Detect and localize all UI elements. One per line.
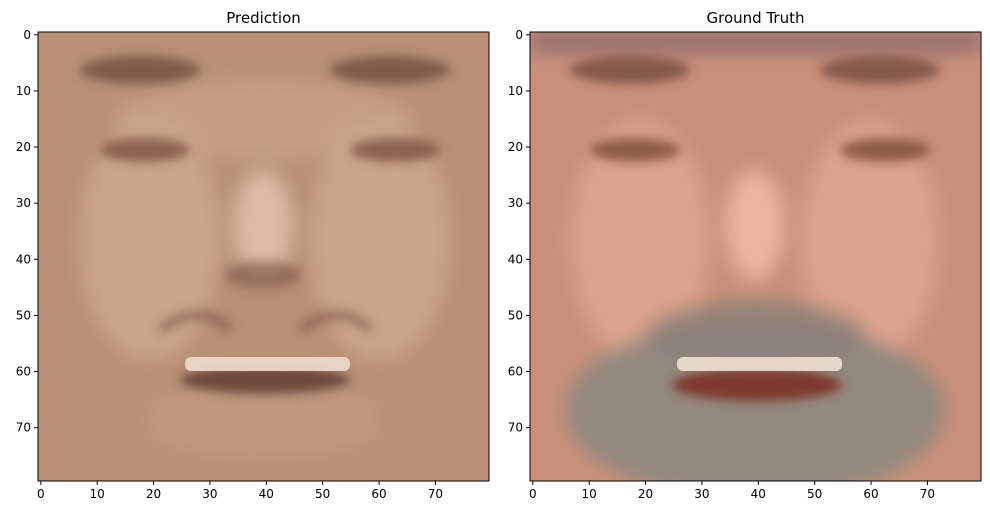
y-tick-label: 50 — [508, 308, 523, 322]
y-tick-label: 0 — [23, 28, 31, 42]
y-tick-label: 30 — [16, 196, 31, 210]
x-tick-label: 40 — [751, 487, 766, 501]
y-axis: 0 10 20 30 40 50 60 70 — [508, 28, 530, 435]
x-tick-label: 30 — [202, 487, 217, 501]
x-tick-label: 50 — [807, 487, 822, 501]
x-tick-label: 70 — [920, 487, 935, 501]
y-tick-label: 70 — [508, 421, 523, 435]
x-tick-label: 60 — [371, 487, 386, 501]
panel-title: Prediction — [226, 9, 301, 27]
x-tick-label: 20 — [146, 487, 161, 501]
y-tick-label: 50 — [16, 308, 31, 322]
x-tick-label: 0 — [529, 487, 537, 501]
x-tick-label: 10 — [90, 487, 105, 501]
x-axis: 0 10 20 30 40 50 60 70 — [529, 481, 935, 501]
panel-ground-truth: Ground Truth 0 10 20 30 40 50 60 70 0 10 20 30 — [508, 9, 981, 501]
y-tick-label: 0 — [515, 28, 523, 42]
x-axis: 0 10 20 30 40 50 60 70 — [37, 481, 443, 501]
y-tick-label: 10 — [508, 84, 523, 98]
x-tick-label: 40 — [259, 487, 274, 501]
y-tick-label: 40 — [508, 252, 523, 266]
y-tick-label: 30 — [508, 196, 523, 210]
x-tick-label: 20 — [638, 487, 653, 501]
y-tick-label: 20 — [508, 140, 523, 154]
y-tick-label: 60 — [16, 365, 31, 379]
ground-truth-image — [530, 32, 981, 500]
y-tick-label: 40 — [16, 252, 31, 266]
x-tick-label: 60 — [863, 487, 878, 501]
y-tick-label: 70 — [16, 421, 31, 435]
x-tick-label: 30 — [694, 487, 709, 501]
panel-prediction: Prediction 0 10 20 30 40 50 — [16, 9, 489, 501]
y-tick-label: 20 — [16, 140, 31, 154]
panel-title: Ground Truth — [707, 9, 805, 27]
y-axis: 0 10 20 30 40 50 60 70 — [16, 28, 38, 435]
x-tick-label: 50 — [315, 487, 330, 501]
prediction-image — [38, 32, 489, 481]
x-tick-label: 10 — [582, 487, 597, 501]
y-tick-label: 60 — [508, 365, 523, 379]
x-tick-label: 0 — [37, 487, 45, 501]
y-tick-label: 10 — [16, 84, 31, 98]
x-tick-label: 70 — [428, 487, 443, 501]
